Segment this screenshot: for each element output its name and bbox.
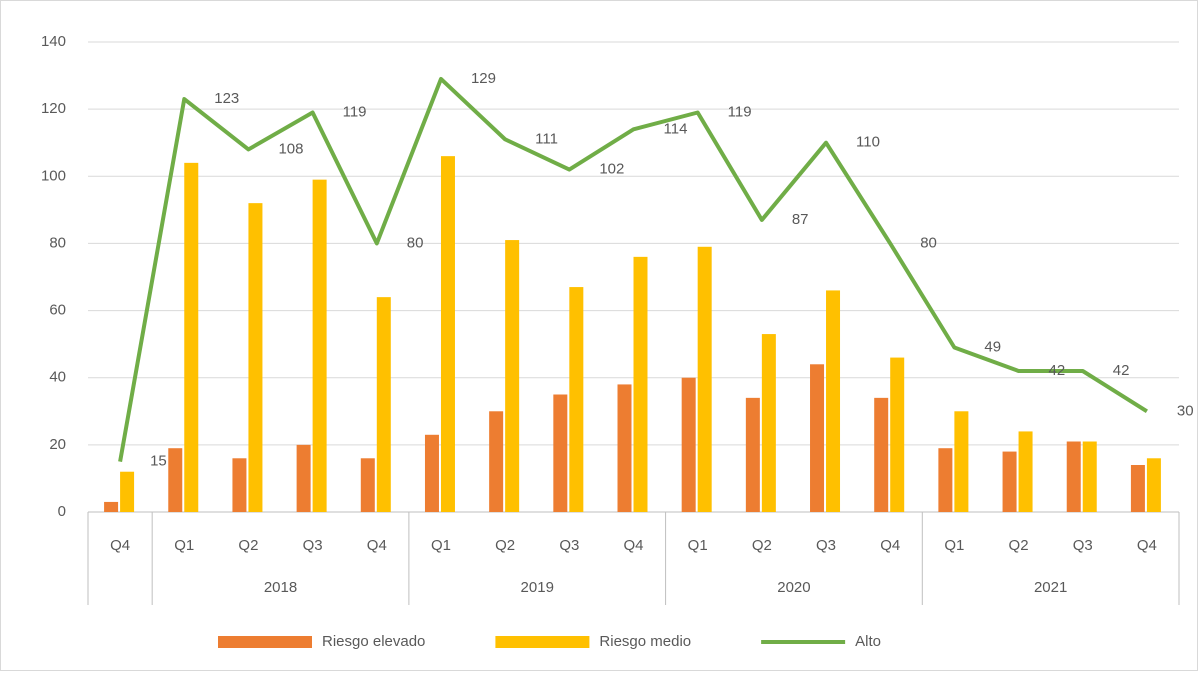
bar <box>489 411 504 512</box>
legend-label: Riesgo medio <box>599 633 691 650</box>
bar <box>890 357 905 512</box>
data-label: 110 <box>856 134 880 151</box>
group-label: 2019 <box>521 579 554 596</box>
bar <box>1130 465 1145 512</box>
x-tick-label: Q3 <box>559 537 579 554</box>
bar <box>761 334 776 512</box>
bar <box>874 397 889 512</box>
bar <box>1146 458 1161 512</box>
legend-label: Alto <box>855 633 881 650</box>
bar <box>1018 431 1033 512</box>
x-tick-label: Q4 <box>110 537 130 554</box>
data-label: 42 <box>1049 362 1066 379</box>
x-tick-label: Q4 <box>367 537 387 554</box>
bar <box>184 162 199 512</box>
bar <box>938 448 953 512</box>
bar <box>826 290 841 512</box>
bar <box>168 448 183 512</box>
x-tick-label: Q2 <box>1009 537 1029 554</box>
x-tick-label: Q3 <box>303 537 323 554</box>
data-label: 114 <box>664 120 688 137</box>
bar <box>633 256 648 512</box>
bar <box>697 246 712 513</box>
y-tick-label: 20 <box>49 436 66 453</box>
bar <box>553 394 568 512</box>
bar <box>296 444 311 512</box>
bar <box>232 458 247 512</box>
bar <box>1082 441 1097 512</box>
bar <box>505 240 520 513</box>
bar <box>424 434 439 512</box>
data-label: 80 <box>920 234 937 251</box>
x-tick-label: Q3 <box>816 537 836 554</box>
y-tick-label: 140 <box>41 33 66 50</box>
bar <box>120 471 135 512</box>
data-label: 108 <box>278 140 303 157</box>
data-label: 87 <box>792 211 809 228</box>
bar <box>360 458 375 512</box>
data-label: 129 <box>471 70 496 87</box>
bar <box>376 297 391 512</box>
line-series <box>118 76 1148 462</box>
x-tick-label: Q2 <box>495 537 515 554</box>
group-label: 2018 <box>264 579 297 596</box>
legend-swatch <box>218 636 312 648</box>
y-tick-label: 60 <box>49 302 66 319</box>
data-label: 111 <box>535 130 558 147</box>
bar <box>810 364 825 512</box>
legend-label: Riesgo elevado <box>322 633 425 650</box>
bar <box>954 411 969 512</box>
bar <box>681 377 696 512</box>
x-tick-label: Q3 <box>1073 537 1093 554</box>
y-tick-label: 0 <box>58 503 66 520</box>
data-label: 42 <box>1113 362 1130 379</box>
bar <box>104 501 119 512</box>
bar <box>1066 441 1081 512</box>
bar <box>312 179 327 512</box>
x-tick-label: Q4 <box>1137 537 1157 554</box>
data-label: 123 <box>214 90 239 107</box>
bar <box>569 287 584 512</box>
data-label: 102 <box>599 161 624 178</box>
data-label: 80 <box>407 234 424 251</box>
data-label: 30 <box>1177 402 1194 419</box>
group-label: 2021 <box>1034 579 1067 596</box>
bar <box>248 203 263 512</box>
y-tick-label: 40 <box>49 369 66 386</box>
x-tick-label: Q2 <box>238 537 258 554</box>
data-label: 119 <box>728 103 752 120</box>
x-tick-label: Q1 <box>944 537 964 554</box>
x-tick-label: Q1 <box>174 537 194 554</box>
y-tick-label: 100 <box>41 167 66 184</box>
group-label: 2020 <box>777 579 810 596</box>
bar <box>440 156 455 512</box>
x-tick-label: Q1 <box>688 537 708 554</box>
data-label: 119 <box>343 103 367 120</box>
x-tick-label: Q4 <box>880 537 900 554</box>
y-tick-label: 120 <box>41 100 66 117</box>
x-tick-label: Q2 <box>752 537 772 554</box>
x-tick-label: Q1 <box>431 537 451 554</box>
data-label: 49 <box>984 338 1001 355</box>
bar <box>617 384 632 512</box>
bar <box>1002 451 1017 512</box>
bar <box>745 397 760 512</box>
y-tick-label: 80 <box>49 234 66 251</box>
data-label: 15 <box>150 453 167 470</box>
legend-swatch <box>495 636 590 648</box>
x-tick-label: Q4 <box>623 537 643 554</box>
